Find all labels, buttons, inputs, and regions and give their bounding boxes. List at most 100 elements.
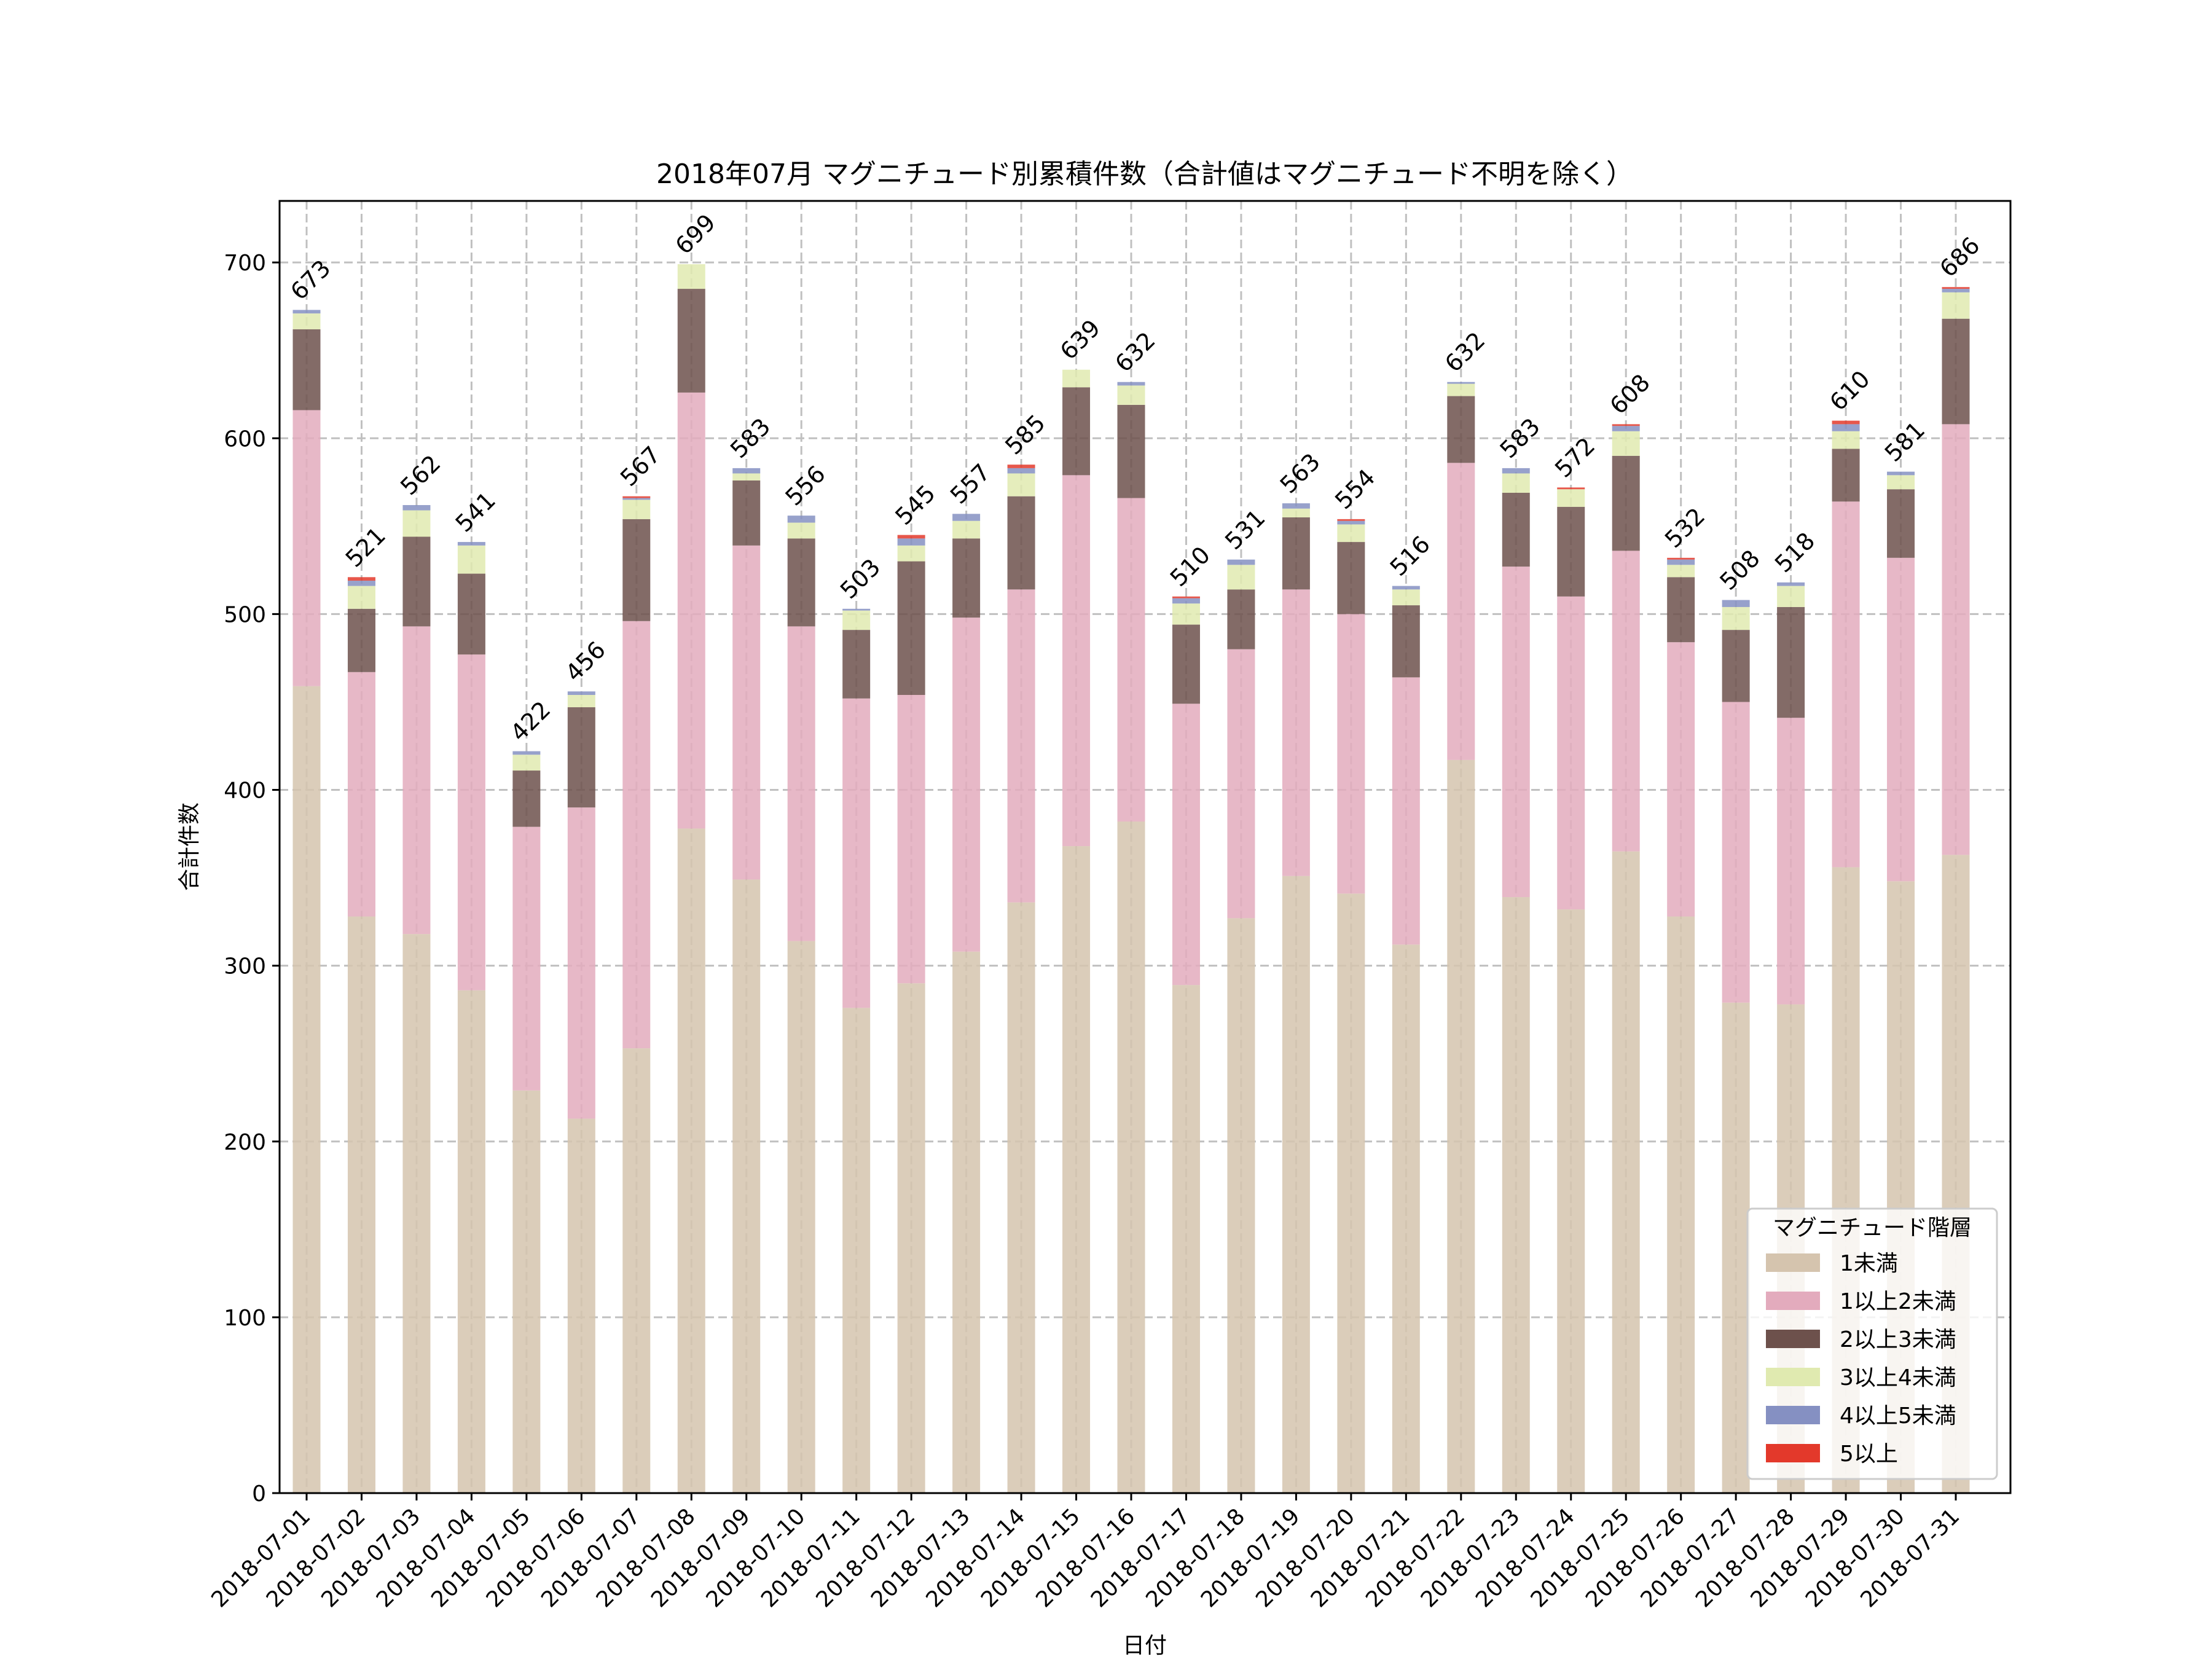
bar-segment <box>1557 596 1585 910</box>
y-tick-label: 700 <box>224 251 266 276</box>
bar-segment <box>677 392 705 829</box>
bar-segment <box>512 751 541 755</box>
bar-segment <box>1062 369 1091 388</box>
bar-segment <box>1942 318 1970 425</box>
bar-segment <box>897 695 925 984</box>
bar-segment <box>1337 542 1365 614</box>
legend-label: 2以上3未満 <box>1840 1327 1956 1352</box>
bar-segment <box>1612 431 1640 456</box>
bar-segment <box>1227 649 1255 919</box>
bar-segment <box>567 1118 595 1493</box>
bar-segment <box>622 500 651 519</box>
bar-segment <box>1392 586 1420 590</box>
bar-segment <box>457 573 485 655</box>
chart-title: 2018年07月 マグニチュード別累積件数（合計値はマグニチュード不明を除く） <box>656 159 1633 190</box>
bar-segment <box>292 410 321 686</box>
bar-segment <box>1282 517 1310 590</box>
bar-segment <box>1172 985 1200 1493</box>
bar-segment <box>1172 598 1200 604</box>
plot-frame <box>278 200 2012 1494</box>
y-tick-label: 400 <box>224 779 266 804</box>
bar-segment <box>1117 822 1145 1493</box>
bar-segment <box>1887 471 1915 476</box>
bar-segment <box>1007 589 1035 903</box>
bar-segment <box>292 686 321 1493</box>
bar-segment <box>1777 582 1805 586</box>
bar-segment <box>457 990 485 1493</box>
bar-segment <box>1722 1002 1750 1493</box>
bar-segment <box>1667 642 1695 917</box>
bar-segment <box>1887 557 1915 882</box>
bar-segment <box>1007 902 1035 1493</box>
bar-segment <box>1667 565 1695 578</box>
bar-segment <box>1722 702 1750 1003</box>
bar-segment <box>897 538 925 546</box>
bar-segment <box>1722 600 1750 607</box>
bar-segment <box>1832 420 1860 425</box>
legend-label: 5以上 <box>1840 1441 1898 1467</box>
bar-segment <box>347 608 375 672</box>
y-tick-label: 200 <box>224 1130 266 1155</box>
bar-segment <box>1447 463 1475 760</box>
bar-segment <box>1392 944 1420 1493</box>
bar-segment <box>1337 614 1365 894</box>
bar-segment <box>897 561 925 696</box>
bar-segment <box>1282 503 1310 509</box>
bar-segment <box>1942 287 1970 289</box>
bar-segment <box>1942 289 1970 292</box>
bar-segment <box>1557 487 1585 490</box>
bar-segment <box>787 538 815 627</box>
bar-segment <box>622 496 651 498</box>
bar-segment <box>1612 426 1640 431</box>
bar-segment <box>1117 382 1145 386</box>
bar-segment <box>897 545 925 562</box>
bar-segment <box>897 535 925 539</box>
x-axis-label: 日付 <box>1123 1633 1167 1658</box>
bar-segment <box>1722 630 1750 702</box>
bar-segment <box>1282 876 1310 1493</box>
bar-segment <box>1227 559 1255 565</box>
bar-segment <box>292 313 321 329</box>
y-axis: 0 100 200 300 400 500 600 700 <box>224 251 280 1507</box>
bar-segment <box>347 577 375 581</box>
bar-segment <box>1062 387 1091 476</box>
bar-segment <box>1007 473 1035 496</box>
bar-segment <box>677 264 705 289</box>
bar-segment <box>1282 589 1310 876</box>
bar-segment <box>1942 424 1970 855</box>
bar-segment <box>1447 759 1475 1493</box>
bar-segment <box>732 879 761 1493</box>
legend-swatch <box>1766 1292 1820 1310</box>
bar-segment <box>842 608 871 611</box>
bar-segment <box>1172 624 1200 704</box>
bar-segment <box>1777 606 1805 718</box>
bar-segment <box>347 672 375 917</box>
legend: マグニチュード階層 1未満 1以上2未満 2以上3未満 3以上4未満 4以上5未満 5以上 <box>1746 1207 1998 1480</box>
bar-segment <box>512 1090 541 1493</box>
bar-segment <box>1502 492 1530 567</box>
bar-segment <box>1282 508 1310 518</box>
bar-segment <box>1887 489 1915 558</box>
bar-segment <box>677 289 705 393</box>
bar-segment <box>1502 468 1530 474</box>
bar-segment <box>1007 496 1035 590</box>
y-tick-label: 600 <box>224 426 266 452</box>
bar-segment <box>1612 455 1640 551</box>
bar-segment <box>512 755 541 771</box>
bar-segment <box>1502 473 1530 493</box>
legend-swatch <box>1766 1406 1820 1424</box>
bar-segment <box>677 828 705 1493</box>
bar-segment <box>292 329 321 410</box>
bar-segment <box>952 520 981 539</box>
legend-swatch <box>1766 1330 1820 1348</box>
bar-segment <box>1172 596 1200 598</box>
bar-segment <box>1832 431 1860 449</box>
bar-segment <box>732 545 761 880</box>
bar-segment <box>402 934 431 1493</box>
bar-segment <box>1392 677 1420 945</box>
bar-segment <box>402 510 431 537</box>
bar-segment <box>402 626 431 935</box>
bar-segment <box>1172 603 1200 625</box>
bar-segment <box>1117 498 1145 822</box>
